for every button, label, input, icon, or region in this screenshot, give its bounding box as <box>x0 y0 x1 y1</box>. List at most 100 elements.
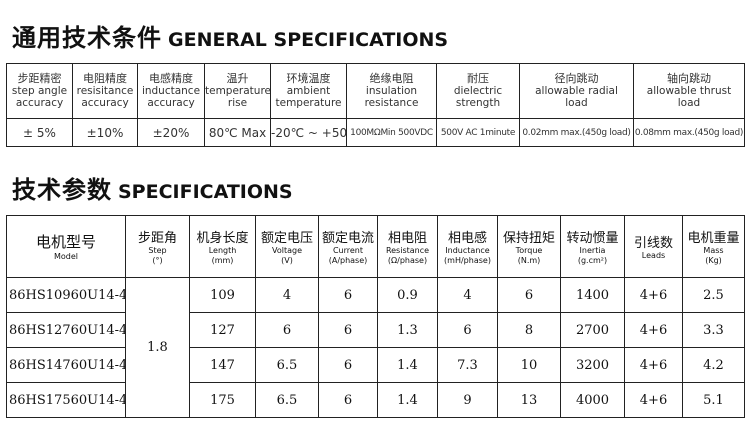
header-text: 相电阻 <box>387 231 427 246</box>
header-text: 电阻精度 <box>83 72 127 85</box>
header-text: 额定电压 <box>260 231 313 246</box>
header-text: 相电感 <box>447 231 487 246</box>
spec-header-cell: 相电感 Inductance (mH/phase) <box>437 215 498 278</box>
general-header-cell: 电感精度 inductance accuracy <box>137 63 205 119</box>
value-cell: 4 <box>437 277 498 313</box>
header-text: 绝缘电阻 <box>369 72 414 85</box>
header-text: temperature <box>205 85 271 97</box>
value-cell: 10 <box>497 347 561 383</box>
value-cell: 6 <box>318 312 378 348</box>
value-cell: 6 <box>255 312 319 348</box>
value-cell: 1400 <box>560 277 625 313</box>
value-cell: 127 <box>189 312 256 348</box>
spec-header-cell: 额定电流 Current (A/phase) <box>318 215 378 278</box>
value-cell: 4+6 <box>624 277 683 313</box>
value-cell: 3.3 <box>682 312 745 348</box>
value-cell: 4+6 <box>624 382 683 418</box>
header-text: (mH/phase) <box>444 256 491 265</box>
spec-header-cell: 电机型号 Model <box>6 215 126 278</box>
header-text: Inductance <box>445 246 490 255</box>
header-text: Torque <box>515 246 543 255</box>
header-text: 保持扭矩 <box>502 231 555 246</box>
value-cell: 4 <box>255 277 319 313</box>
model-cell: 86HS12760U14-40-X1 <box>6 312 126 348</box>
general-header-cell: 电阻精度 resisitance accuracy <box>72 63 138 119</box>
table-row: 86HS10960U14-40-X11.8109460.94614004+62.… <box>6 277 745 418</box>
header-text: 机身长度 <box>196 231 249 246</box>
general-header-cell: 步距精密 step angle accuracy <box>6 63 73 119</box>
general-specs-table: 步距精密 step angle accuracy 电阻精度 resisitance acc… <box>6 63 745 147</box>
value-cell: 1.3 <box>377 312 438 348</box>
model-cell: 86HS10960U14-40-X1 <box>6 277 126 313</box>
header-text: (Ω/phase) <box>387 256 428 265</box>
header-text: (V) <box>281 256 293 265</box>
header-text: allowable radial <box>535 85 618 97</box>
spec-header-cell: 电机重量 Mass (Kg) <box>682 215 745 278</box>
specs-title: 技术参数 SPECIFICATIONS <box>12 176 293 204</box>
table-row: 86HS14760U14-40-X1 1476.561.47.31032004+6… <box>6 347 745 383</box>
value-cell: 9 <box>437 382 498 418</box>
general-value-cell: 0.08mm max.(450g load) <box>633 118 745 147</box>
value-cell: 1.4 <box>377 347 438 383</box>
spec-header-cell: 机身长度 Length (mm) <box>189 215 256 278</box>
general-header-cell: 径向跳动 allowable radial load <box>519 63 634 119</box>
general-header-cell: 温升 temperature rise <box>204 63 271 119</box>
header-text: (°) <box>152 256 163 265</box>
general-value-cell: -20℃ ~ +50℃ <box>270 118 347 147</box>
header-text: temperature <box>275 97 342 109</box>
header-text: Resistance <box>385 246 430 255</box>
header-text: 电机型号 <box>35 233 96 251</box>
header-text: 电感精度 <box>149 72 193 85</box>
header-text: (g.cm²) <box>577 256 608 265</box>
value-cell: 4000 <box>560 382 625 418</box>
value-cell: 13 <box>497 382 561 418</box>
general-header-cell: 耐压 dielectric strength <box>436 63 520 119</box>
value-cell: 4.2 <box>682 347 745 383</box>
header-text: Inertia <box>579 246 606 255</box>
header-text: 电机重量 <box>687 231 740 246</box>
header-text: ambient <box>286 85 331 97</box>
header-text: (A/phase) <box>328 256 368 265</box>
value-cell: 147 <box>189 347 256 383</box>
value-cell: 4+6 <box>624 347 683 383</box>
value-cell: 175 <box>189 382 256 418</box>
value-cell: 6 <box>318 347 378 383</box>
header-text: strength <box>455 97 501 109</box>
general-value-cell: 0.02mm max.(450g load) <box>519 118 634 147</box>
spec-header-cell: 引线数 Leads <box>624 215 683 278</box>
header-text: Voltage <box>271 246 302 255</box>
specs-table: 电机型号 Model 步距角 Step (°) 机身长度 Length (mm) 额定电压 Vol… <box>6 215 745 418</box>
header-text: 步距精密 <box>17 72 62 85</box>
header-text: Step <box>148 246 167 255</box>
header-text: resistance <box>364 97 419 109</box>
header-text: (N.m) <box>517 256 541 265</box>
header-text: insulation <box>365 85 418 97</box>
header-text: step angle <box>11 85 68 97</box>
header-text: Mass <box>703 246 724 255</box>
header-text: Leads <box>641 251 666 260</box>
general-value-cell: 500V AC 1minute <box>436 118 520 147</box>
header-text: load <box>565 97 588 109</box>
spec-header-cell: 保持扭矩 Torque (N.m) <box>497 215 561 278</box>
header-text: 耐压 <box>467 72 489 85</box>
value-cell: 6 <box>318 277 378 313</box>
header-text: 引线数 <box>633 236 673 251</box>
model-cell: 86HS14760U14-40-X1 <box>6 347 126 383</box>
header-text: 转动惯量 <box>566 231 619 246</box>
general-value-cell: 100MΩMin 500VDC <box>346 118 437 147</box>
general-value-cell: ±20% <box>137 118 205 147</box>
value-cell: 4+6 <box>624 312 683 348</box>
value-cell: 8 <box>497 312 561 348</box>
spec-header-cell: 相电阻 Resistance (Ω/phase) <box>377 215 438 278</box>
value-cell: 7.3 <box>437 347 498 383</box>
value-cell: 6.5 <box>255 382 319 418</box>
header-text: (mm) <box>211 256 234 265</box>
value-cell: 0.9 <box>377 277 438 313</box>
value-cell: 6 <box>318 382 378 418</box>
header-text: resisitance <box>76 85 134 97</box>
header-text: inductance <box>141 85 201 97</box>
header-text: 步距角 <box>137 231 177 246</box>
value-cell: 3200 <box>560 347 625 383</box>
header-text: accuracy <box>81 97 129 109</box>
